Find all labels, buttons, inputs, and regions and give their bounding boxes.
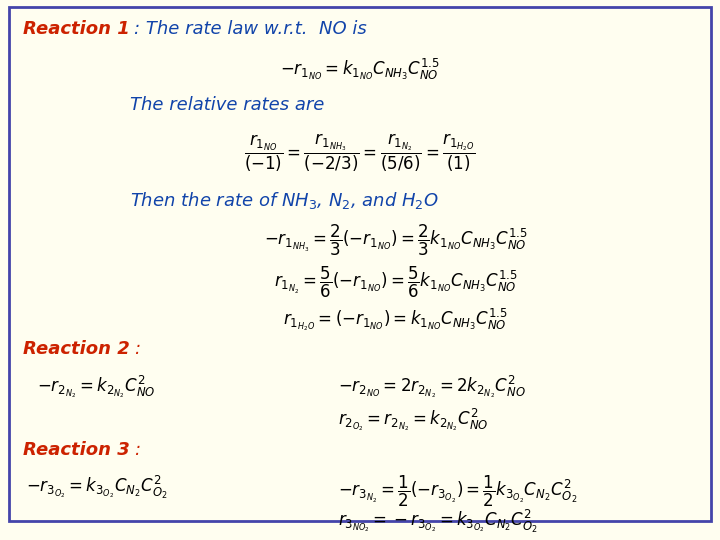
Text: :: : bbox=[134, 340, 140, 358]
FancyBboxPatch shape bbox=[9, 6, 711, 521]
Text: $r_{2_{O_2}} = r_{2_{N_2}} = k_{2_{N_2}}C_{NO}^{2}$: $r_{2_{O_2}} = r_{2_{N_2}} = k_{2_{N_2}}… bbox=[338, 407, 489, 434]
Text: $-r_{2_{NO}} = 2r_{2_{N_2}} = 2k_{2_{N_2}}C_{NO}^{2}$: $-r_{2_{NO}} = 2r_{2_{N_2}} = 2k_{2_{N_2… bbox=[338, 373, 526, 400]
Text: Reaction 2: Reaction 2 bbox=[23, 340, 130, 358]
Text: $\dfrac{r_{1_{NO}}}{(-1)} = \dfrac{r_{1_{NH_3}}}{(-2/3)} = \dfrac{r_{1_{N_2}}}{(: $\dfrac{r_{1_{NO}}}{(-1)} = \dfrac{r_{1_… bbox=[244, 132, 476, 174]
Text: $-r_{2_{N_2}} = k_{2_{N_2}}C_{NO}^{2}$: $-r_{2_{N_2}} = k_{2_{N_2}}C_{NO}^{2}$ bbox=[37, 373, 156, 400]
Text: Reaction 1: Reaction 1 bbox=[23, 20, 130, 38]
Text: Reaction 3: Reaction 3 bbox=[23, 441, 130, 459]
Text: $-r_{1_{NO}} = k_{1_{NO}}C_{NH_3}C_{NO}^{1.5}$: $-r_{1_{NO}} = k_{1_{NO}}C_{NH_3}C_{NO}^… bbox=[280, 57, 440, 82]
Text: $-r_{3_{N_2}} = \dfrac{1}{2}(-r_{3_{O_2}}) = \dfrac{1}{2}k_{3_{O_2}}C_{N_2}C_{O_: $-r_{3_{N_2}} = \dfrac{1}{2}(-r_{3_{O_2}… bbox=[338, 474, 578, 509]
Text: Then the rate of $NH_3$, $N_2$, and $H_2O$: Then the rate of $NH_3$, $N_2$, and $H_2… bbox=[130, 191, 439, 211]
Text: $-r_{1_{NH_3}} = \dfrac{2}{3}(-r_{1_{NO}}) = \dfrac{2}{3}k_{1_{NO}}C_{NH_3}C_{NO: $-r_{1_{NH_3}} = \dfrac{2}{3}(-r_{1_{NO}… bbox=[264, 223, 528, 258]
Text: $-r_{3_{O_2}} = k_{3_{O_2}}C_{N_2}C_{O_2}^{2}$: $-r_{3_{O_2}} = k_{3_{O_2}}C_{N_2}C_{O_2… bbox=[27, 474, 168, 501]
Text: $r_{3_{NO_2}} = -r_{3_{O_2}} = k_{3_{O_2}}C_{N_2}C_{O_2}^{2}$: $r_{3_{NO_2}} = -r_{3_{O_2}} = k_{3_{O_2… bbox=[338, 508, 539, 535]
Text: $r_{1_{N_2}} = \dfrac{5}{6}(-r_{1_{NO}}) = \dfrac{5}{6}k_{1_{NO}}C_{NH_3}C_{NO}^: $r_{1_{N_2}} = \dfrac{5}{6}(-r_{1_{NO}})… bbox=[274, 265, 518, 300]
Text: :: : bbox=[134, 441, 140, 459]
Text: : The rate law w.r.t.  NO is: : The rate law w.r.t. NO is bbox=[134, 20, 366, 38]
Text: $r_{1_{H_2O}} = (-r_{1_{NO}}) = k_{1_{NO}}C_{NH_3}C_{NO}^{1.5}$: $r_{1_{H_2O}} = (-r_{1_{NO}}) = k_{1_{NO… bbox=[284, 306, 508, 333]
Text: The relative rates are: The relative rates are bbox=[130, 96, 325, 114]
